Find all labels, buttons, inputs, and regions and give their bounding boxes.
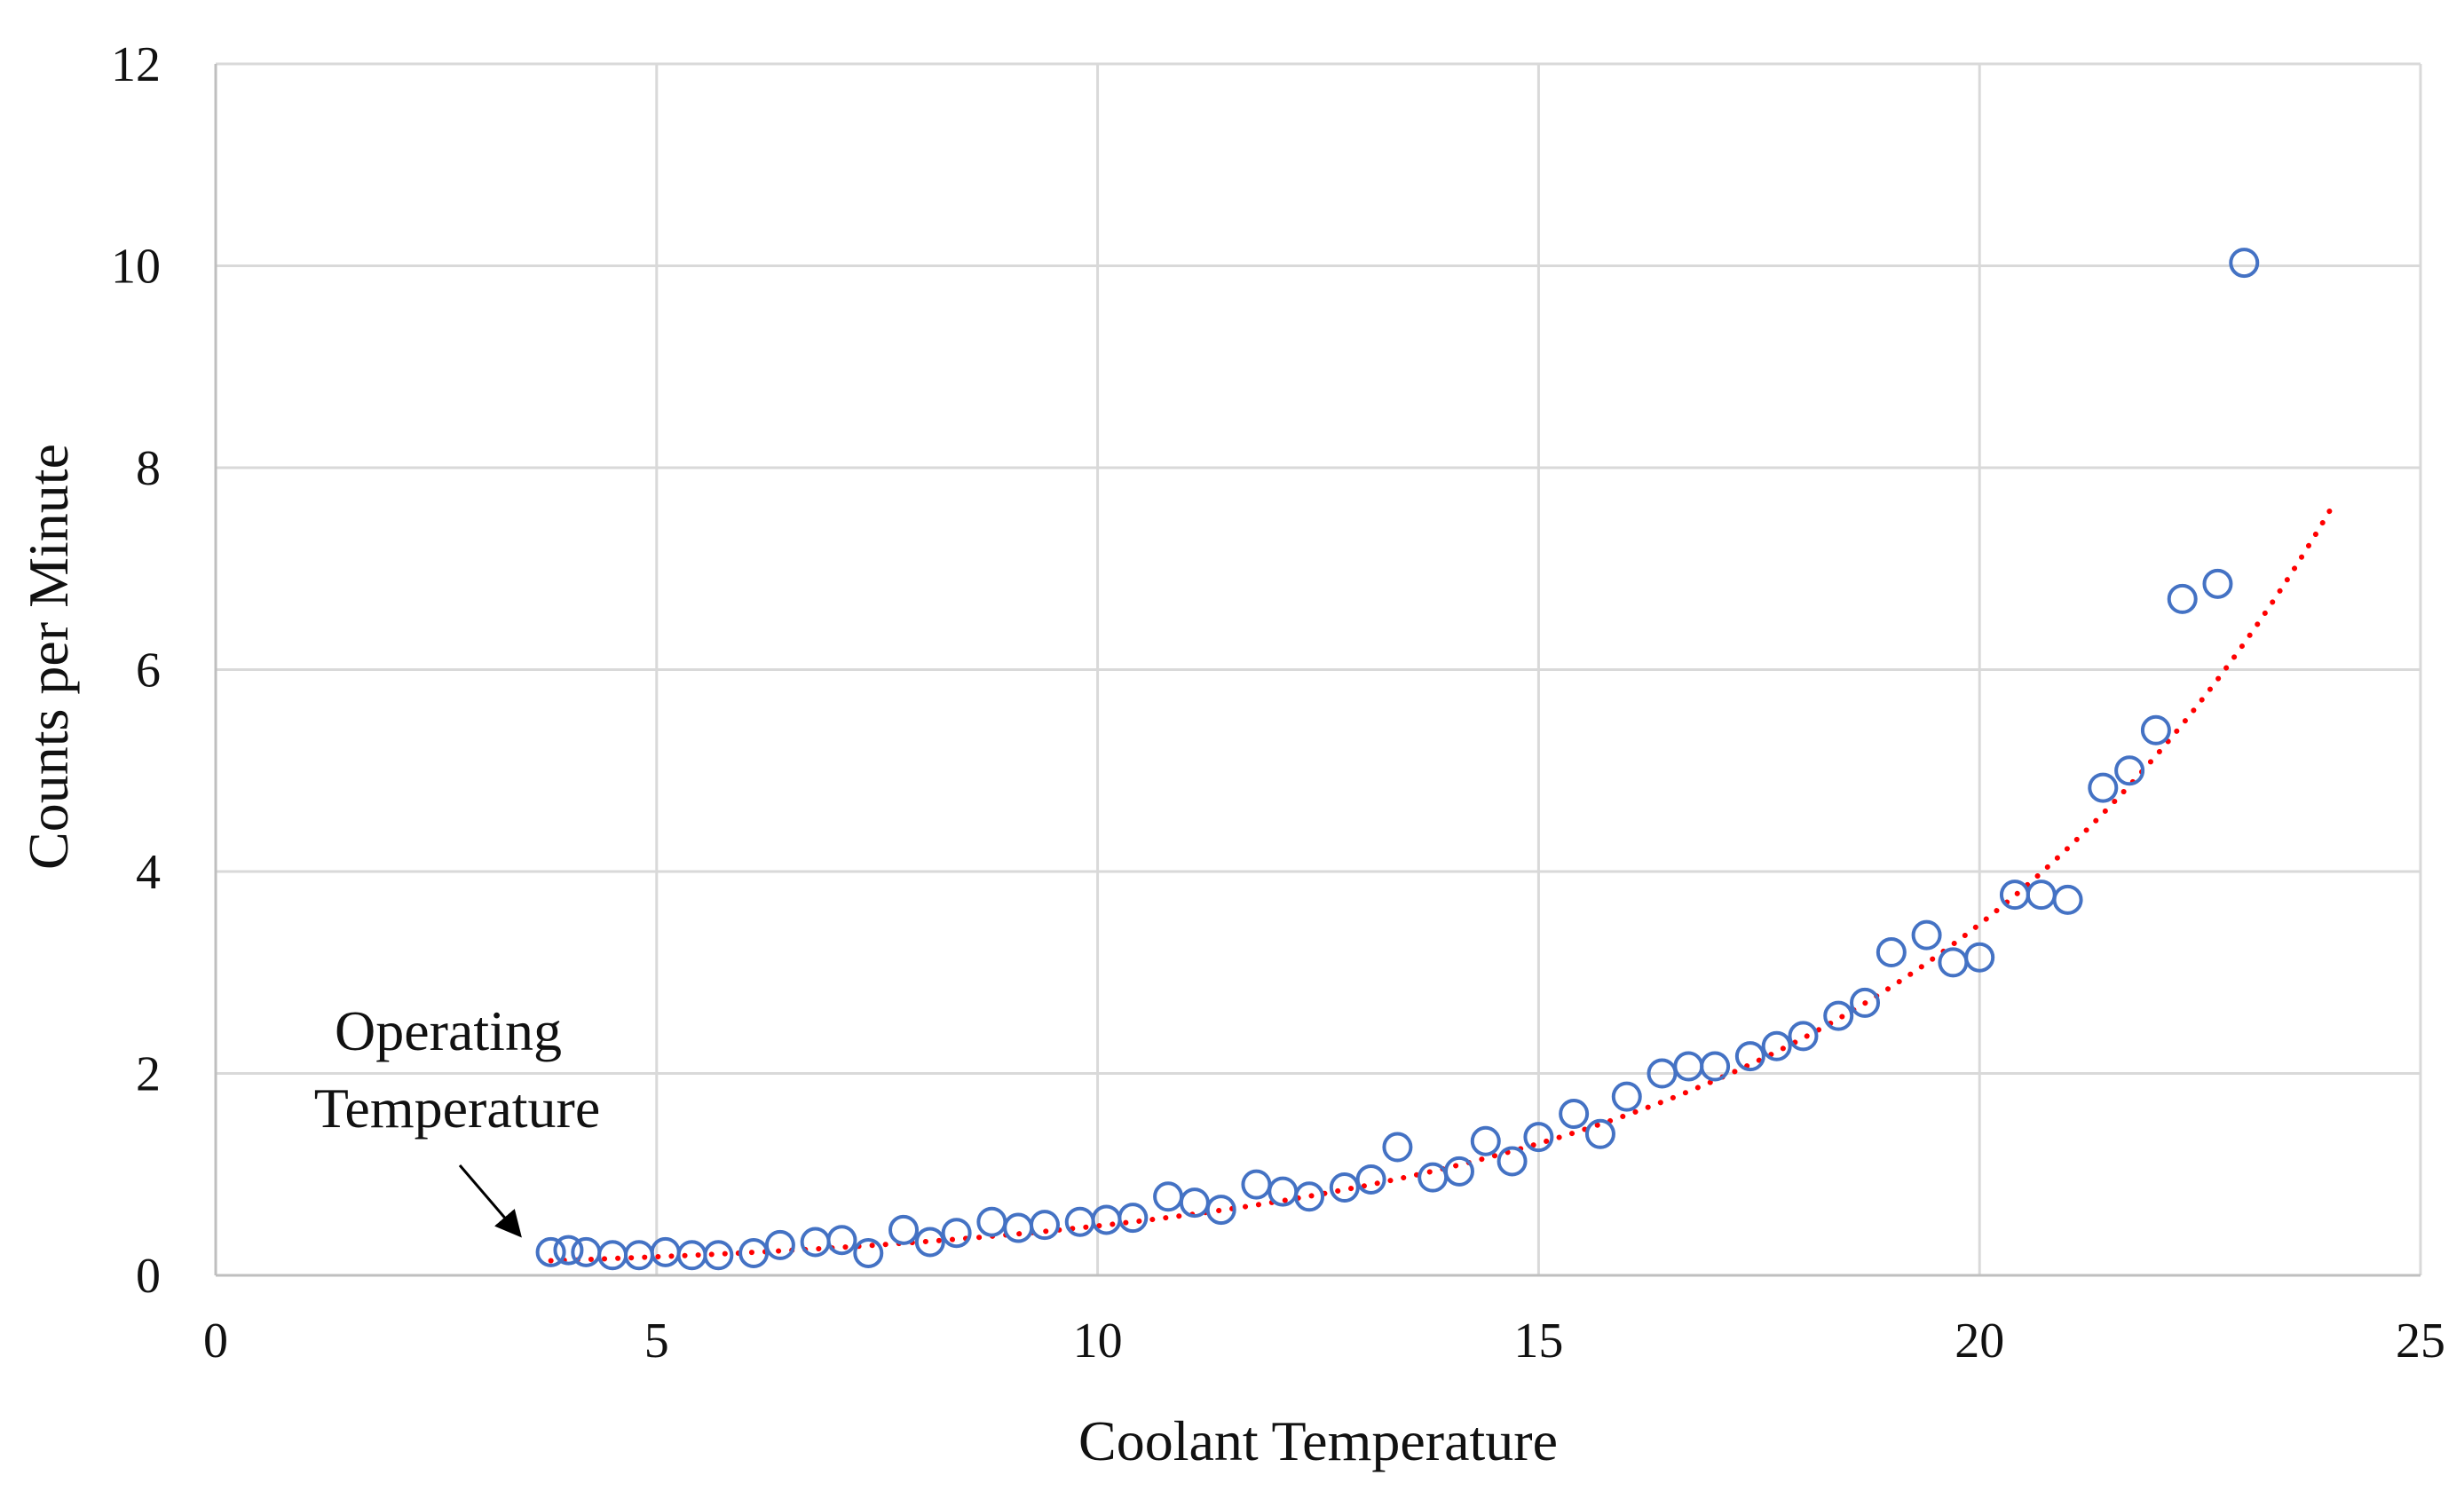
data-point [1584,1118,1615,1149]
data-point [1497,1146,1528,1177]
data-point [1611,1081,1642,1112]
data-point [703,1240,734,1271]
x-tick-label: 25 [2396,1314,2445,1369]
data-point [1443,1156,1474,1187]
y-tick-label: 12 [111,37,161,92]
data-point [764,1229,795,1260]
data-point [1117,1203,1149,1234]
data-point [1559,1099,1590,1129]
data-point [1911,919,1942,951]
y-tick-label: 4 [136,845,161,900]
data-point [1382,1132,1413,1163]
data-point [1964,942,1995,973]
data-point [2088,772,2119,803]
data-point [888,1214,920,1245]
data-point [2052,884,2083,915]
y-tick-label: 2 [136,1047,161,1102]
data-point [1294,1181,1325,1212]
data-point [2229,248,2260,279]
data-point [1850,987,1881,1018]
data-point [1470,1125,1501,1156]
data-point [2140,714,2171,746]
data-point [1700,1051,1731,1082]
tick-labels: 0 2 4 6 8 10 12 0 5 10 15 20 25 [111,37,2445,1369]
gridlines [216,62,2422,1275]
data-point [2202,568,2233,599]
x-tick-label: 5 [644,1314,669,1369]
y-tick-label: 0 [136,1249,161,1304]
data-point [553,1235,584,1266]
data-point [1823,1000,1854,1031]
y-axis-title: Counts per Minute [17,444,80,870]
annotation-line-1: Operating [335,999,562,1062]
data-point [1523,1122,1554,1153]
data-point [1788,1021,1819,1052]
x-tick-label: 20 [1955,1314,2004,1369]
data-point [1876,937,1907,967]
x-axis-title: Coolant Temperature [1078,1409,1558,1472]
y-tick-label: 8 [136,441,161,496]
data-point [941,1218,972,1249]
data-point [1329,1172,1360,1203]
data-point [853,1237,884,1268]
y-tick-label: 6 [136,643,161,698]
axes [214,64,2421,1277]
data-point [1355,1164,1386,1195]
y-tick-label: 10 [111,240,161,295]
operating-temperature-annotation: Operating Temperature [314,999,600,1238]
data-point [1761,1030,1792,1061]
data-points [535,248,2260,1271]
annotation-arrow [458,1164,522,1238]
data-point [1734,1041,1765,1072]
data-point [914,1227,945,1258]
data-point [2114,755,2145,786]
x-tick-label: 10 [1073,1314,1123,1369]
annotation-line-2: Temperature [314,1077,600,1140]
data-point [1029,1210,1060,1241]
x-tick-label: 15 [1513,1314,1563,1369]
data-point [738,1237,770,1268]
x-tick-label: 0 [203,1314,228,1369]
data-point [2167,583,2198,614]
data-point [826,1225,857,1256]
data-point [1205,1195,1236,1226]
data-point [535,1236,566,1267]
